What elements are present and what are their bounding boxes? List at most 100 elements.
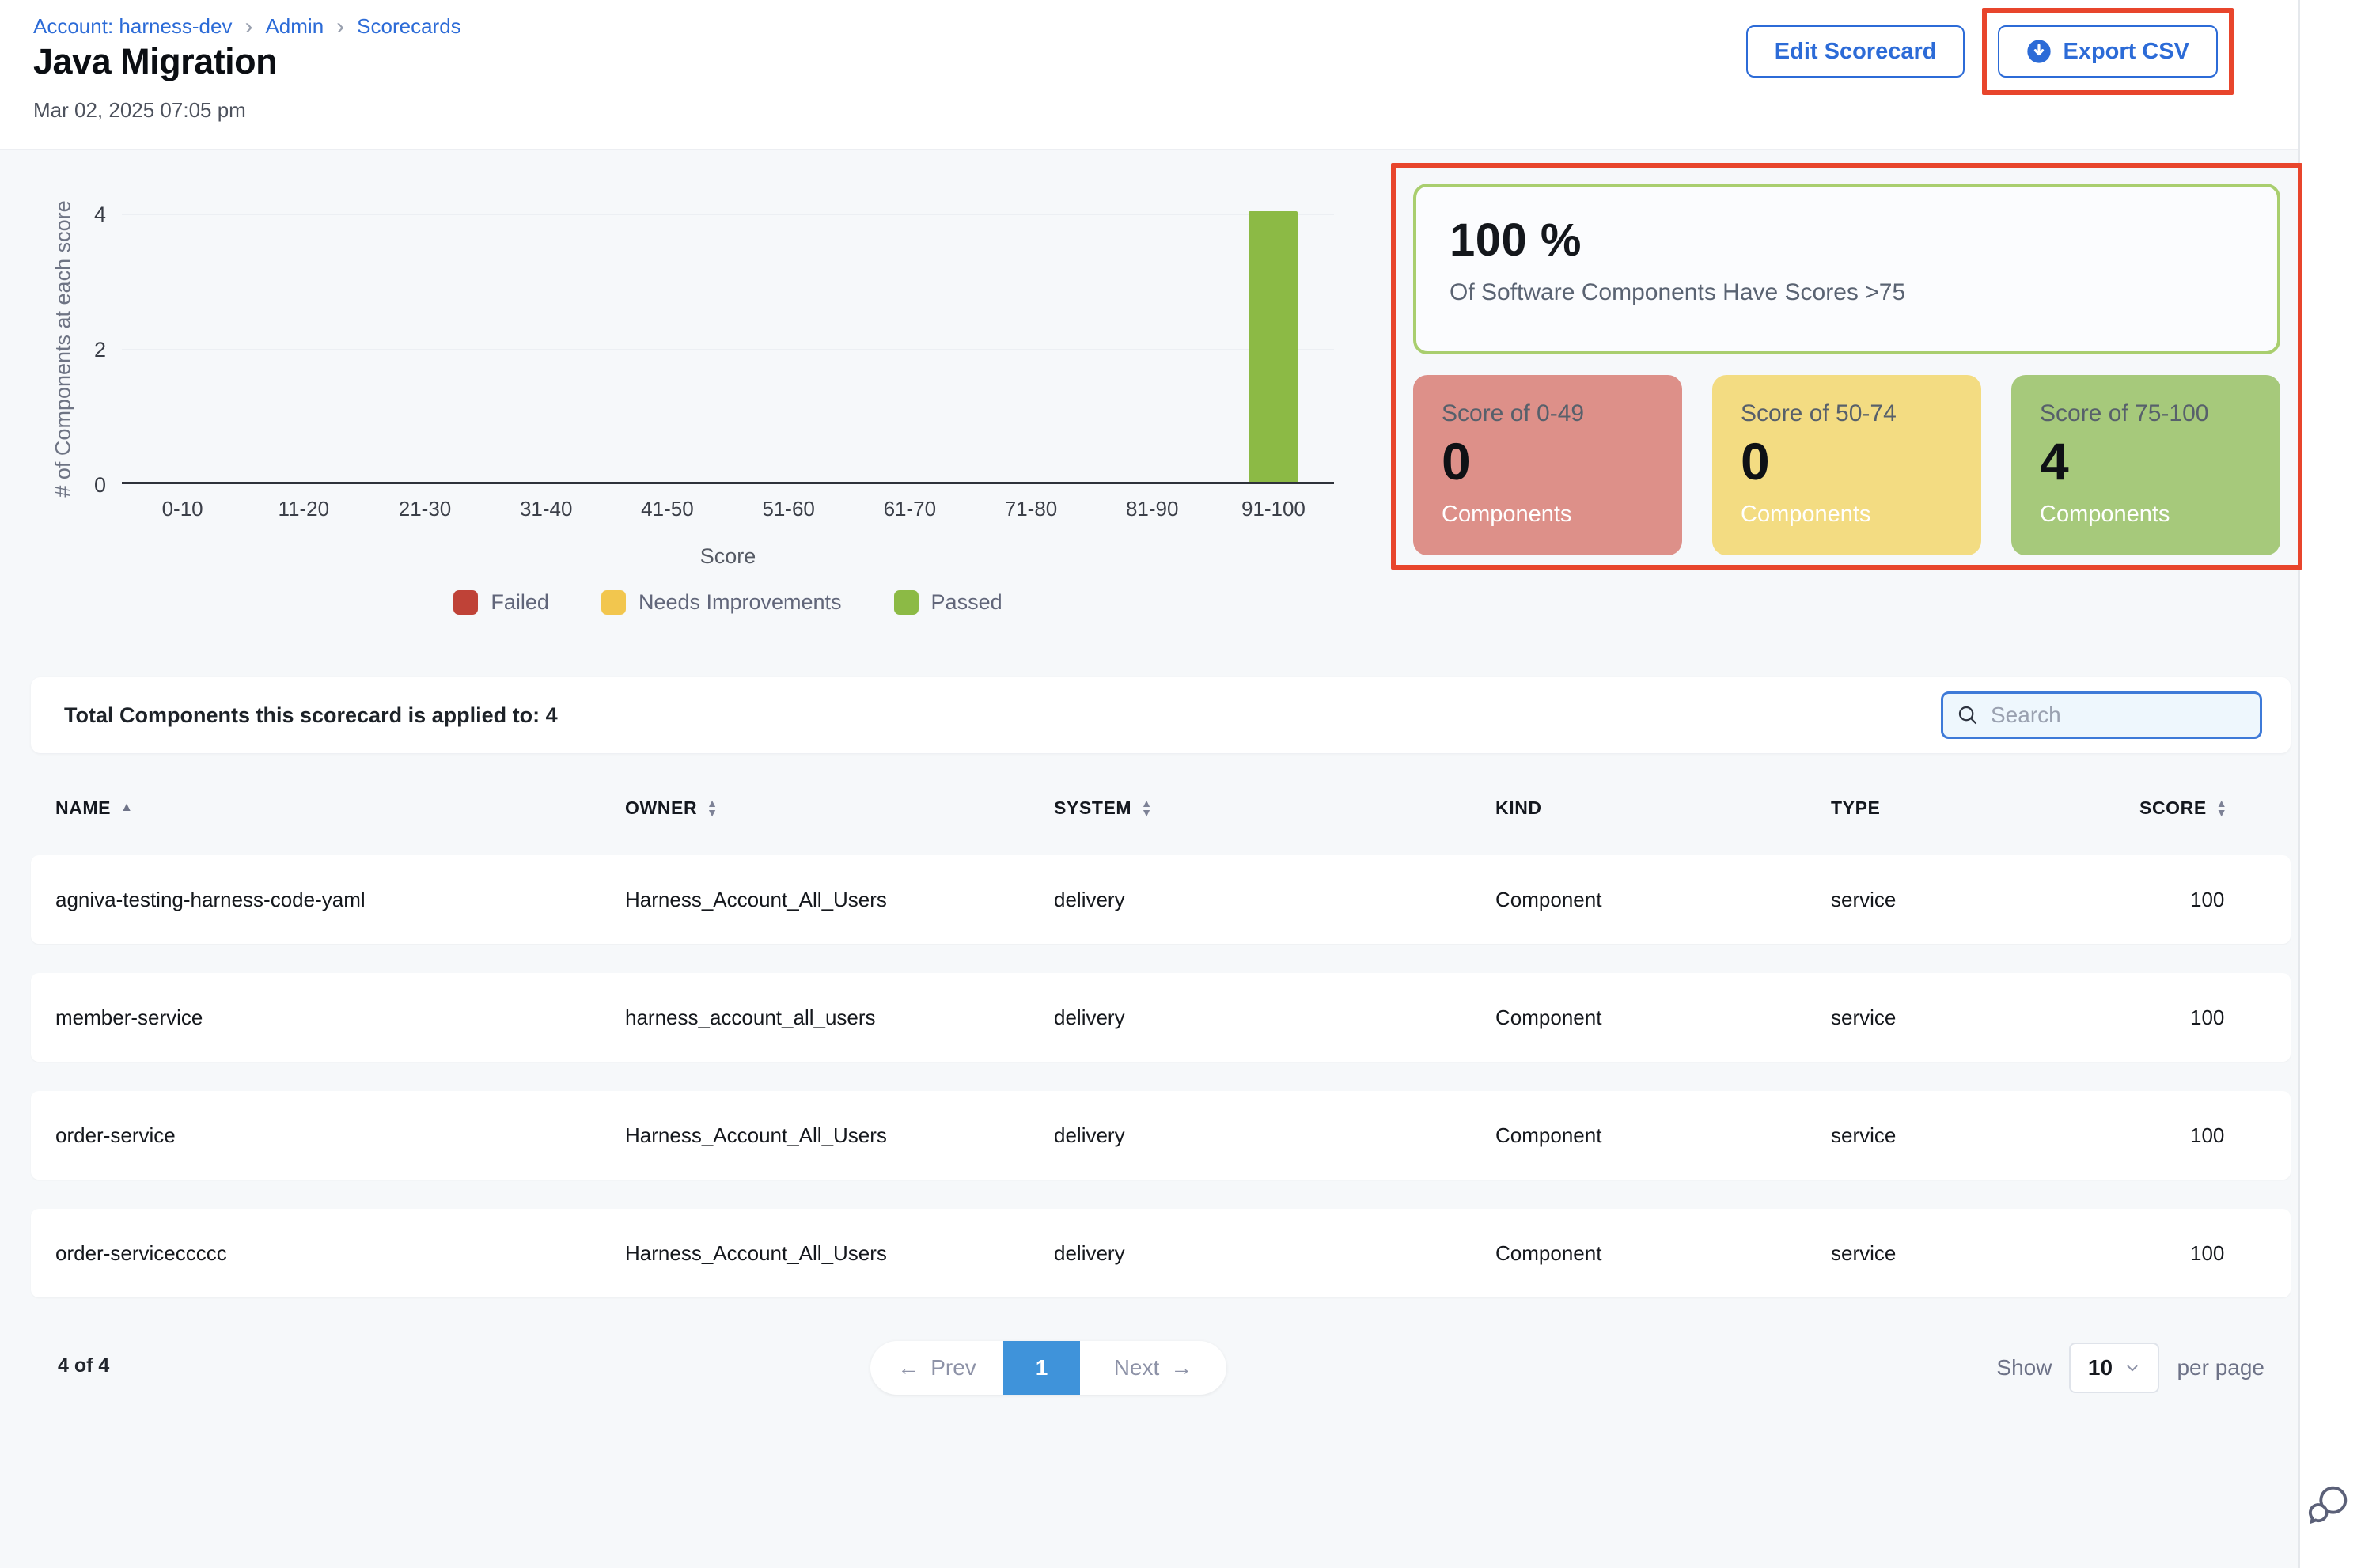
page-size-control: Show 10 per page: [1996, 1341, 2264, 1395]
x-axis-tick-label: 11-20: [278, 497, 330, 521]
cell-kind: Component: [1495, 1123, 1602, 1147]
gridline: [122, 214, 1334, 215]
total-components-label: Total Components this scorecard is appli…: [64, 703, 558, 727]
edit-scorecard-button[interactable]: Edit Scorecard: [1745, 25, 1965, 78]
cell-system: delivery: [1054, 1240, 1125, 1265]
cell-score: 100: [2190, 887, 2225, 911]
components-toolbar: Total Components this scorecard is appli…: [31, 677, 2291, 753]
score-card-label: Components: [1442, 502, 1572, 527]
cell-type: service: [1831, 887, 1897, 911]
chevron-down-icon: [2127, 1365, 2138, 1372]
percent-summary-card: 100 % Of Software Components Have Scores…: [1413, 184, 2280, 354]
header-actions: Edit Scorecard Export CSV: [1745, 8, 2234, 95]
legend-swatch: [453, 590, 479, 615]
breadcrumb-link-scorecards[interactable]: Scorecards: [357, 14, 461, 38]
content-edge-line: [2298, 0, 2300, 1568]
breadcrumb-link-admin[interactable]: Admin: [265, 14, 324, 38]
cell-owner: harness_account_all_users: [625, 1005, 876, 1029]
page-header: Account: harness-dev › Admin › Scorecard…: [0, 0, 2298, 150]
export-csv-label: Export CSV: [2063, 38, 2189, 64]
table-header-row: NAME ▲ OWNER ▲ ▼ SYSTEM ▲ ▼ KIND TYPE SCORE ▲ ▼: [31, 780, 2291, 835]
score-card-title: Score of 50-74: [1741, 400, 1897, 426]
legend-swatch: [601, 590, 626, 615]
score-range-cards: Score of 0-49 0 Components Score of 50-74 0 C…: [1413, 375, 2280, 555]
legend-item: Passed: [893, 590, 1002, 615]
cell-owner: Harness_Account_All_Users: [625, 1240, 887, 1265]
prev-label: Prev: [930, 1355, 976, 1380]
cell-kind: Component: [1495, 887, 1602, 911]
x-axis-tick-label: 51-60: [762, 497, 815, 521]
cell-kind: Component: [1495, 1005, 1602, 1029]
column-header-label: SYSTEM: [1054, 797, 1132, 818]
score-card-label: Components: [2040, 502, 2170, 527]
download-icon: [2027, 40, 2052, 63]
x-axis-title: Score: [699, 544, 756, 568]
cell-score: 100: [2190, 1123, 2225, 1147]
score-card-value: 0: [1442, 432, 1471, 490]
arrow-left-icon: ←: [897, 1355, 920, 1380]
chat-help-icon[interactable]: [2304, 1481, 2353, 1530]
table-row[interactable]: order-serviceccccc Harness_Account_All_Us…: [31, 1209, 2291, 1297]
score-card-label: Components: [1741, 502, 1871, 527]
x-axis-tick-label: 91-100: [1241, 497, 1306, 521]
breadcrumb-link-account[interactable]: Account: harness-dev: [33, 14, 233, 38]
column-header-label: NAME: [55, 797, 112, 818]
search-icon: [1958, 706, 1977, 725]
score-card-value: 0: [1741, 432, 1770, 490]
cell-owner: Harness_Account_All_Users: [625, 887, 887, 911]
sort-asc-icon: ▲: [120, 801, 134, 814]
edit-scorecard-label: Edit Scorecard: [1774, 38, 1937, 64]
score-range-card: Score of 0-49 0 Components: [1413, 375, 1682, 555]
cell-owner: Harness_Account_All_Users: [625, 1123, 887, 1147]
arrow-right-icon: →: [1170, 1355, 1193, 1380]
cell-score: 100: [2190, 1240, 2225, 1265]
breadcrumb-separator-icon: ›: [244, 13, 253, 40]
search-box: [1941, 691, 2262, 739]
cell-name: order-serviceccccc: [55, 1240, 227, 1265]
page-size-select[interactable]: 10: [2069, 1343, 2160, 1393]
legend-item: Needs Improvements: [601, 590, 842, 615]
x-axis-tick-label: 61-70: [883, 497, 937, 521]
cell-name: agniva-testing-harness-code-yaml: [55, 887, 366, 911]
cell-system: delivery: [1054, 1123, 1125, 1147]
pagination-controls: ← Prev 1 Next →: [870, 1341, 1226, 1395]
search-input[interactable]: [1991, 703, 2247, 728]
table-row[interactable]: order-service Harness_Account_All_Users de…: [31, 1091, 2291, 1180]
cell-name: order-service: [55, 1123, 176, 1147]
annotation-summary-panel: 100 % Of Software Components Have Scores…: [1391, 163, 2302, 570]
export-csv-button[interactable]: Export CSV: [1998, 25, 2218, 78]
score-range-card: Score of 75-100 4 Components: [2011, 375, 2280, 555]
table-row[interactable]: member-service harness_account_all_users d…: [31, 973, 2291, 1062]
score-card-value: 4: [2040, 432, 2069, 490]
legend-label: Failed: [491, 590, 549, 614]
table-row[interactable]: agniva-testing-harness-code-yaml Harness_…: [31, 855, 2291, 944]
x-axis-tick-label: 31-40: [519, 497, 573, 521]
gridline: [122, 349, 1334, 350]
score-card-title: Score of 75-100: [2040, 400, 2209, 426]
x-axis-tick-label: 81-90: [1125, 497, 1179, 521]
page-1-button[interactable]: 1: [1003, 1341, 1080, 1395]
next-label: Next: [1113, 1355, 1160, 1380]
column-header-label: OWNER: [625, 797, 698, 818]
column-header-label: KIND: [1495, 797, 1542, 818]
page-size-value: 10: [2087, 1355, 2113, 1380]
prev-page-button[interactable]: ← Prev: [870, 1341, 1003, 1395]
column-header-system[interactable]: SYSTEM ▲ ▼: [1054, 797, 1495, 819]
x-axis-tick-label: 71-80: [1004, 497, 1058, 521]
percent-value: 100 %: [1450, 214, 1582, 266]
column-header-name[interactable]: NAME ▲: [55, 797, 625, 819]
components-table-body: agniva-testing-harness-code-yaml Harness_…: [31, 855, 2291, 1327]
column-header-owner[interactable]: OWNER ▲ ▼: [625, 797, 1054, 819]
chart-x-labels: 0-10 11-20 21-30 31-40 41-50 51-60 61-70 71-80 8…: [122, 497, 1334, 521]
cell-kind: Component: [1495, 1240, 1602, 1265]
column-header-kind: KIND: [1495, 797, 1831, 819]
column-header-score[interactable]: SCORE ▲ ▼: [2139, 797, 2266, 819]
next-page-button[interactable]: Next →: [1080, 1341, 1226, 1395]
per-page-label: per page: [2177, 1355, 2264, 1380]
cell-system: delivery: [1054, 887, 1125, 911]
chart-legend: Failed Needs Improvements Passed: [122, 590, 1334, 615]
page-title: Java Migration: [33, 41, 278, 81]
y-axis-tick-label: 0: [93, 473, 106, 497]
legend-item: Failed: [453, 590, 549, 615]
